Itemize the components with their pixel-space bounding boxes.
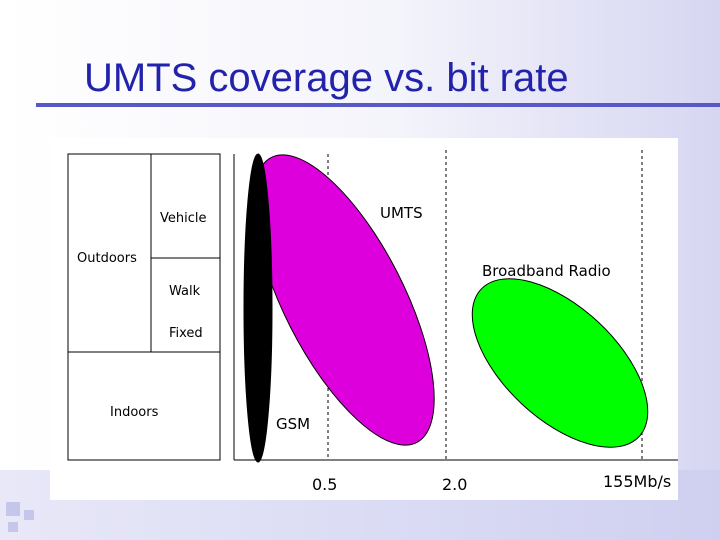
- gsm-label: GSM: [276, 415, 310, 433]
- umts-ellipse: [253, 154, 435, 446]
- title-underline: [36, 103, 720, 107]
- rate-tick-label: 155Mb/s: [603, 472, 671, 491]
- outdoors-label: Outdoors: [77, 251, 137, 266]
- vehicle-label: Vehicle: [160, 211, 207, 226]
- slide-title: UMTS coverage vs. bit rate: [84, 56, 569, 100]
- bottom-decoration-squares: [0, 498, 60, 540]
- umts-label: UMTS: [380, 204, 423, 222]
- broadband-radio-ellipse: [471, 278, 649, 448]
- gsm-ellipse: [243, 153, 273, 463]
- rate-tick-label: 0.5: [312, 475, 337, 494]
- walk-label: Walk: [169, 284, 201, 299]
- indoors-label: Indoors: [110, 405, 159, 420]
- coverage-figure: Vehicle Outdoors Walk Fixed Indoors UMTS…: [50, 138, 678, 500]
- fixed-label: Fixed: [169, 326, 203, 341]
- rate-tick-label: 2.0: [442, 475, 467, 494]
- coverage-diagram: Vehicle Outdoors Walk Fixed Indoors UMTS…: [67, 150, 678, 494]
- walk-box: [150, 153, 221, 353]
- broadband-radio-label: Broadband Radio: [482, 262, 611, 280]
